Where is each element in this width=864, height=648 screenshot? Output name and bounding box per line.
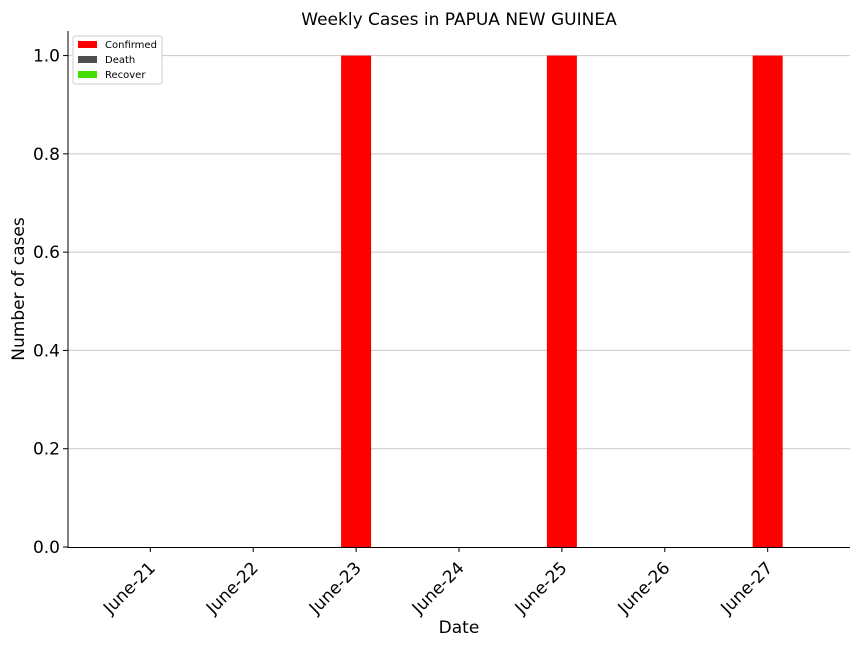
- y-tick-label: 1.0: [33, 47, 60, 67]
- legend-label-death: Death: [105, 55, 135, 66]
- y-tick-label: 0.4: [33, 341, 60, 361]
- legend-label-confirmed: Confirmed: [105, 40, 157, 51]
- y-tick-label: 0.0: [33, 538, 60, 558]
- bar-confirmed: [752, 55, 783, 547]
- x-axis-label: Date: [439, 618, 480, 638]
- legend-swatch-recover: [78, 71, 97, 78]
- y-axis-label: Number of cases: [9, 217, 29, 361]
- legend: Confirmed Death Recover: [72, 35, 163, 85]
- bar-confirmed: [341, 55, 372, 547]
- y-tick-label: 0.2: [33, 440, 60, 460]
- bar-confirmed: [546, 55, 577, 547]
- legend-swatch-death: [78, 56, 97, 63]
- legend-swatch-confirmed: [78, 41, 97, 48]
- grid: [68, 55, 850, 450]
- bars: [341, 55, 783, 547]
- legend-label-recover: Recover: [105, 70, 146, 81]
- y-ticks: 0.0 0.2 0.4 0.6 0.8 1.0: [33, 47, 68, 558]
- y-tick-label: 0.8: [33, 145, 60, 165]
- y-tick-label: 0.6: [33, 243, 60, 263]
- chart-title: Weekly Cases in PAPUA NEW GUINEA: [301, 10, 617, 30]
